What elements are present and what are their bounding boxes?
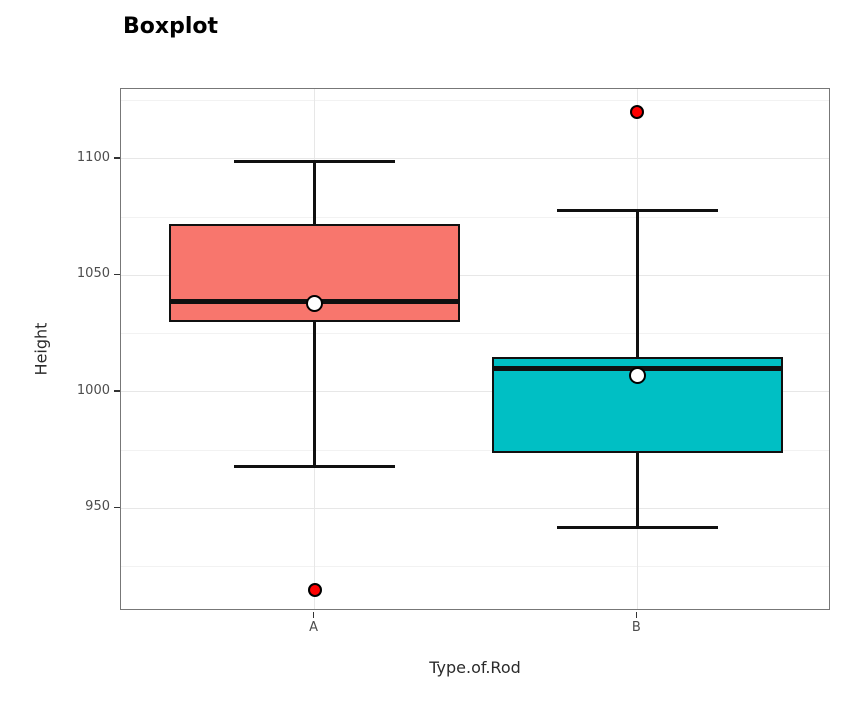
- whisker-upper-A: [313, 161, 317, 225]
- plot-panel: [120, 88, 830, 610]
- y-tick-label: 950: [85, 499, 110, 515]
- y-axis-tick: [114, 390, 120, 392]
- gridline-major: [121, 507, 829, 509]
- y-axis-title: Height: [31, 322, 51, 376]
- mean-point-A: [306, 294, 324, 312]
- gridline-minor: [121, 216, 829, 218]
- outlier-point-A: [307, 583, 322, 598]
- y-tick-label: 1100: [76, 149, 110, 165]
- whisker-cap-high-B: [556, 208, 719, 212]
- whisker-upper-B: [635, 210, 639, 357]
- y-axis-tick: [114, 506, 120, 509]
- whisker-cap-low-B: [556, 525, 719, 529]
- gridline-major: [121, 158, 829, 160]
- gridline-major: [121, 391, 829, 393]
- mean-point-B: [628, 367, 646, 385]
- x-axis-tick-A: [312, 611, 315, 618]
- x-axis-tick-B: [635, 611, 638, 618]
- box-A: [169, 224, 460, 323]
- y-axis-tick: [114, 157, 120, 159]
- gridline-minor: [121, 100, 829, 102]
- gridline-minor: [121, 566, 829, 568]
- y-tick-label: 1050: [76, 266, 110, 282]
- x-axis-title: Type.of.Rod: [429, 658, 521, 677]
- x-tick-label-B: B: [631, 620, 641, 635]
- outlier-point-B: [630, 105, 645, 120]
- y-tick-label: 1000: [76, 382, 110, 398]
- chart-title: Boxplot: [123, 14, 218, 39]
- whisker-cap-high-A: [233, 159, 396, 163]
- gridline-minor: [121, 333, 829, 335]
- whisker-cap-low-A: [233, 465, 396, 469]
- x-tick-label-A: A: [309, 620, 319, 635]
- box-B: [492, 356, 783, 453]
- gridline-major: [121, 274, 829, 276]
- whisker-lower-B: [635, 452, 639, 528]
- y-axis-tick: [114, 273, 120, 276]
- whisker-lower-A: [313, 322, 317, 467]
- gridline-minor: [121, 449, 829, 451]
